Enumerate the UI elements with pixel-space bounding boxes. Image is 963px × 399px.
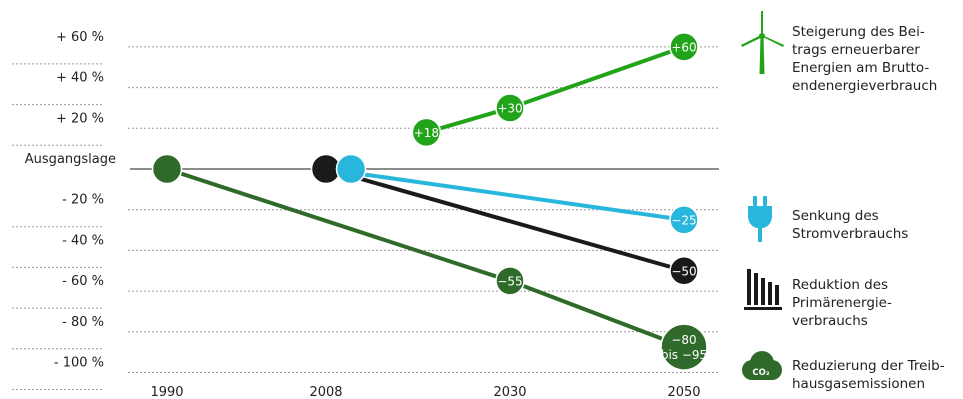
legend-line: Stromverbrauchs (792, 226, 909, 242)
x-tick-label: 2030 (493, 385, 526, 399)
y-tick-label: - 100 % (54, 356, 104, 371)
legend-item-renewables: Steigerung des Bei- trags erneuerbarer E… (792, 23, 937, 95)
y-tick-label: - 40 % (62, 233, 104, 248)
data-point (495, 93, 525, 123)
series-line (325, 167, 685, 222)
legend-line: Reduktion des (792, 277, 889, 293)
data-point (495, 266, 525, 296)
legend-line: Steigerung des Bei- (792, 24, 925, 40)
data-label: +30 (497, 101, 522, 115)
series-line (425, 45, 685, 135)
legend-line: trags erneuerbarer (792, 42, 920, 58)
legend-line: endenergieverbrauch (792, 78, 938, 94)
y-tick-label: + 20 % (56, 111, 104, 126)
legend-item-primary-energy: Reduktion des Primärenergie- verbrauchs (792, 276, 892, 330)
y-axis-ticks: + 60 % + 40 % + 20 % Ausgangslage - 20 % - 40… (25, 30, 116, 371)
y-tick-label: - 60 % (62, 274, 104, 289)
legend-item-emissions: Reduzierung der Treib- hausgasemissionen (792, 357, 945, 393)
data-label: −80 (671, 333, 696, 347)
co2-cloud-icon: CO₂ (738, 350, 784, 388)
wind-turbine-icon (740, 10, 784, 78)
y-tick-label: Ausgangslage (25, 152, 116, 167)
x-tick-label: 2050 (667, 385, 700, 399)
legend-line: Senkung des (792, 208, 879, 224)
legend-line: verbrauchs (792, 313, 868, 329)
y-tick-label: - 80 % (62, 315, 104, 330)
legend-line: Reduzierung der Treib- (792, 358, 945, 374)
legend-item-electricity: Senkung des Stromverbrauchs (792, 207, 908, 243)
y-tick-label: + 60 % (56, 30, 104, 45)
data-point (660, 323, 708, 371)
y-tick-label: - 20 % (62, 193, 104, 208)
data-point (151, 153, 183, 185)
y-tick-label: + 40 % (56, 71, 104, 86)
data-point (669, 32, 699, 62)
x-axis-ticks: 1990 2008 2030 2050 (150, 385, 700, 399)
data-label: −55 (497, 274, 522, 288)
primary-energy-bars-icon (744, 265, 784, 315)
grid-lines (12, 46, 719, 390)
power-plug-icon (747, 196, 773, 246)
x-tick-label: 2008 (309, 385, 342, 399)
series-line (325, 167, 685, 273)
x-tick-label: 1990 (150, 385, 183, 399)
data-label: bis −95 (661, 348, 707, 362)
legend-line: Energien am Brutto- (792, 60, 930, 76)
data-label: +60 (671, 40, 696, 54)
co2-icon-text: CO₂ (752, 368, 769, 378)
data-point (335, 153, 367, 185)
data-label: −50 (671, 264, 696, 278)
data-point (669, 256, 699, 286)
data-label: −25 (671, 213, 696, 227)
data-point (411, 117, 442, 148)
legend-line: hausgasemissionen (792, 376, 925, 392)
legend-line: Primärenergie- (792, 295, 892, 311)
data-point (669, 205, 699, 235)
data-label: +18 (414, 126, 439, 140)
